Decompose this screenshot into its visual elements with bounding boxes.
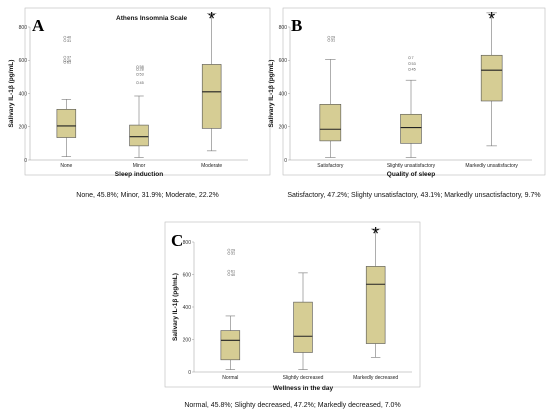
- panel-a-outlier-label: 40: [67, 36, 71, 40]
- panel-b-outlier-label: 45: [412, 68, 416, 72]
- panel-c-y-tick-label: 800: [183, 240, 192, 246]
- panel-c-significance-star: *: [372, 224, 379, 244]
- panel-a-title: Athens Insomnia Scale: [116, 15, 188, 22]
- panel-b-y-tick-label: 200: [279, 125, 288, 131]
- panel-b-outlier: [327, 38, 331, 42]
- panel-a-outlier-label: 37: [67, 56, 71, 60]
- panel-b-box: [400, 113, 422, 144]
- panel-b-x-axis-label: Quality of sleep: [387, 171, 435, 178]
- panel-a-outlier-label: 45: [140, 81, 144, 85]
- panel-c-category-label: Normal: [222, 375, 238, 381]
- panel-b-caption: Satisfactory, 47.2%; Slighty unsatisfact…: [287, 192, 540, 199]
- panel-c-outlier: [227, 273, 231, 276]
- panel-b-outlier: [327, 35, 331, 39]
- panel-c-outlier-label: 29: [231, 248, 235, 252]
- panel-c-y-tick-label: 200: [183, 337, 192, 343]
- panel-a-outlier: [136, 65, 139, 69]
- panel-c-letter: C: [171, 231, 183, 250]
- panel-c-y-axis-label: Salivary IL-1β (pg/mL): [172, 273, 179, 341]
- panel-c-y-tick-label: 400: [183, 305, 192, 311]
- panel-a-y-axis-label: Salivary IL-1β (pg/mL): [8, 60, 15, 128]
- panel-a-outlier: [136, 81, 139, 85]
- panel-c-x-axis-label: Wellness in the day: [273, 385, 334, 392]
- panel-c-outlier: [227, 248, 231, 252]
- panel-a-outlier: [63, 39, 67, 43]
- panel-b-y-tick-label: 600: [279, 58, 288, 64]
- panel-a-y-tick-label: 200: [19, 125, 28, 131]
- panel-c-outlier-label: 31: [231, 252, 235, 256]
- panel-b-y-tick-label: 0: [284, 158, 287, 164]
- panel-c-category-label: Slightly decreased: [283, 375, 324, 381]
- panel-c-category-label: Markedly decreased: [353, 375, 398, 381]
- panel-b-outlier: [408, 62, 411, 65]
- panel-c-outlier: [227, 251, 231, 255]
- panel-a-outlier-label: 29: [67, 59, 71, 63]
- panel-a-outlier-label: 61: [67, 61, 71, 65]
- panel-a-box: [201, 64, 222, 129]
- panel-a-x-axis-label: Sleep induction: [115, 171, 163, 178]
- panel-b-outlier: [408, 56, 411, 60]
- panel-b-letter: B: [291, 16, 302, 35]
- panel-a-category-label: None: [60, 163, 72, 169]
- panel-b-y-tick-label: 800: [279, 25, 288, 31]
- panel-a-category-label: Moderate: [201, 163, 222, 169]
- panel-b-significance-star: *: [488, 9, 495, 29]
- panel-a-outlier-label: 31: [67, 39, 71, 43]
- panel-a-significance-star: *: [208, 9, 215, 29]
- panel-c-outlier-label: 40: [231, 273, 235, 277]
- panel-b-y-tick-label: 400: [279, 91, 288, 97]
- panel-c-box: [220, 330, 241, 361]
- panel-a-y-tick-label: 0: [24, 158, 27, 164]
- panel-c-y-tick-label: 600: [183, 272, 192, 278]
- panel-a-y-tick-label: 600: [19, 58, 28, 64]
- panel-a-letter: A: [32, 16, 45, 35]
- panel-b-outlier-label: 29: [331, 36, 335, 40]
- panel-b-y-axis-label: Salivary IL-1β (pg/mL): [268, 60, 275, 128]
- panel-a-caption: None, 45.8%; Minor, 31.9%; Moderate, 22.…: [76, 192, 218, 199]
- panel-a-outlier: [136, 67, 139, 71]
- panel-c-outlier-label: 61: [231, 270, 235, 274]
- panel-b-outlier-label: 7: [412, 56, 414, 60]
- panel-a-outlier: [63, 59, 67, 62]
- panel-a-box: [129, 124, 149, 147]
- panel-c-frame: [164, 221, 421, 388]
- panel-a-outlier: [63, 55, 67, 59]
- panel-a-outlier-label: 58: [140, 65, 144, 69]
- panel-a-outlier: [63, 60, 67, 64]
- panel-a-box: [56, 108, 77, 138]
- panel-a-outlier-label: 28: [140, 68, 144, 72]
- panel-c-y-tick-label: 0: [188, 370, 191, 376]
- panel-b-category-label: Slightly unsatisfactory: [387, 163, 436, 169]
- panel-a-outlier-label: 53: [140, 73, 144, 77]
- panel-b-box: [319, 104, 342, 142]
- panel-b-category-label: Markedly unsatisfactory: [465, 163, 518, 169]
- panel-a-y-tick-label: 800: [19, 25, 28, 31]
- panel-a-outlier: [63, 35, 67, 39]
- panel-b-outlier-label: 53: [412, 62, 416, 66]
- panel-a-category-label: Minor: [133, 163, 146, 169]
- panel-a-frame: [24, 7, 271, 176]
- panel-c-outlier: [227, 269, 231, 273]
- panel-a-y-tick-label: 400: [19, 91, 28, 97]
- panel-b-outlier: [408, 67, 411, 71]
- panel-c-box: [365, 266, 386, 344]
- panel-c-box: [293, 301, 313, 353]
- panel-b-category-label: Satisfactory: [317, 163, 344, 169]
- panel-b-frame: [282, 7, 546, 176]
- panel-c-caption: Normal, 45.8%; Slighty decreased, 47.2%;…: [184, 402, 400, 409]
- panel-b-outlier-label: 31: [331, 39, 335, 43]
- panel-b-box: [480, 54, 503, 102]
- panel-a-outlier: [136, 72, 139, 76]
